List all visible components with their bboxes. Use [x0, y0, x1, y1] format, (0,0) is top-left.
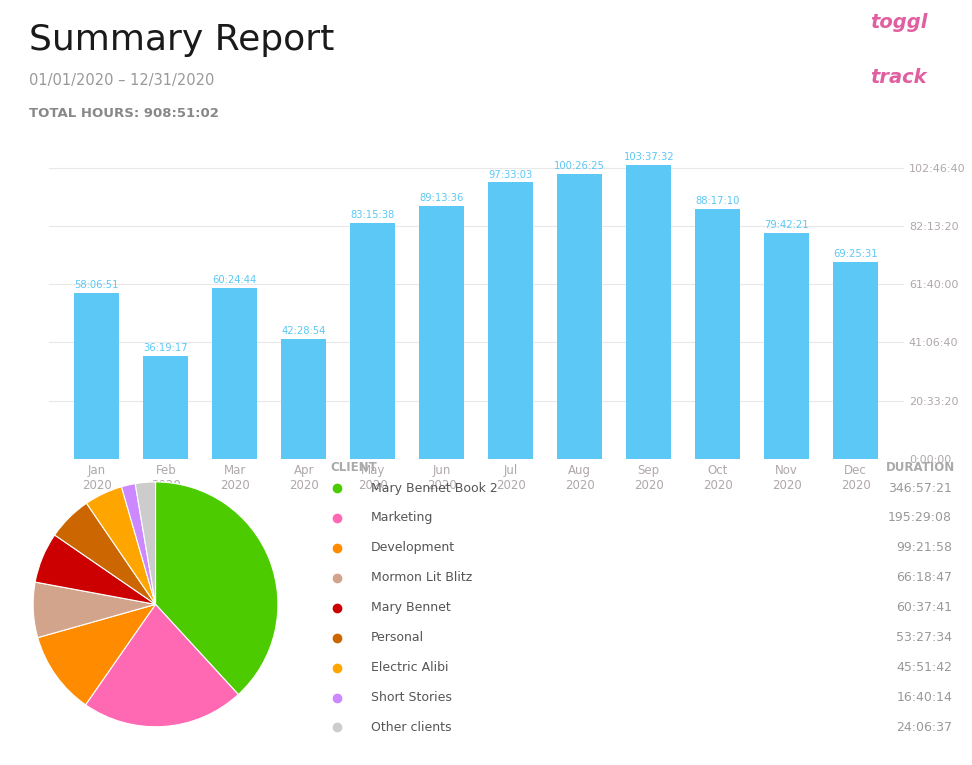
Bar — [144, 356, 189, 459]
Wedge shape — [87, 487, 156, 604]
Text: 83:15:38: 83:15:38 — [351, 210, 395, 220]
Wedge shape — [54, 503, 156, 604]
Bar — [75, 293, 120, 459]
Text: 103:37:32: 103:37:32 — [623, 152, 674, 162]
Text: Mormon Lit Blitz: Mormon Lit Blitz — [370, 571, 471, 584]
Text: TOTAL HOURS: 908:51:02: TOTAL HOURS: 908:51:02 — [29, 106, 219, 119]
Bar — [764, 233, 809, 459]
Text: CLIENT: CLIENT — [330, 461, 377, 474]
Text: Short Stories: Short Stories — [370, 691, 451, 704]
Text: DURATION: DURATION — [886, 461, 955, 474]
Bar — [695, 209, 740, 459]
Wedge shape — [122, 483, 156, 604]
Text: 42:28:54: 42:28:54 — [282, 326, 326, 336]
Text: 01/01/2020 – 12/31/2020: 01/01/2020 – 12/31/2020 — [29, 73, 215, 88]
Bar — [350, 223, 396, 459]
Text: toggl: toggl — [870, 13, 927, 32]
Wedge shape — [35, 535, 156, 604]
Text: 36:19:17: 36:19:17 — [144, 343, 189, 353]
Wedge shape — [33, 582, 156, 638]
Text: 195:29:08: 195:29:08 — [888, 512, 953, 525]
Text: Personal: Personal — [370, 631, 424, 644]
Bar — [626, 165, 671, 459]
Text: 45:51:42: 45:51:42 — [896, 661, 953, 674]
Bar — [833, 262, 878, 459]
Wedge shape — [156, 482, 278, 695]
Text: 58:06:51: 58:06:51 — [75, 281, 120, 291]
Wedge shape — [86, 604, 238, 727]
Text: 16:40:14: 16:40:14 — [896, 691, 953, 704]
Bar — [488, 182, 534, 459]
Text: 69:25:31: 69:25:31 — [833, 249, 878, 259]
Text: 89:13:36: 89:13:36 — [420, 194, 464, 203]
Text: 346:57:21: 346:57:21 — [888, 482, 953, 494]
Text: 79:42:21: 79:42:21 — [764, 220, 809, 230]
Text: 60:24:44: 60:24:44 — [213, 275, 257, 285]
Wedge shape — [135, 482, 156, 604]
Bar — [557, 174, 603, 459]
Text: Electric Alibi: Electric Alibi — [370, 661, 448, 674]
Text: track: track — [870, 67, 926, 86]
Bar — [213, 288, 258, 459]
Text: Mary Bennet: Mary Bennet — [370, 601, 450, 614]
Text: 66:18:47: 66:18:47 — [896, 571, 953, 584]
Text: 88:17:10: 88:17:10 — [696, 196, 740, 206]
Text: 60:37:41: 60:37:41 — [896, 601, 953, 614]
Text: Other clients: Other clients — [370, 721, 451, 734]
Text: Development: Development — [370, 542, 455, 555]
Text: 100:26:25: 100:26:25 — [554, 161, 606, 171]
Text: 53:27:34: 53:27:34 — [896, 631, 953, 644]
Text: 97:33:03: 97:33:03 — [489, 170, 533, 180]
Text: Marketing: Marketing — [370, 512, 433, 525]
Bar — [282, 339, 327, 459]
Text: 24:06:37: 24:06:37 — [896, 721, 953, 734]
Text: Summary Report: Summary Report — [29, 24, 334, 57]
Wedge shape — [38, 604, 156, 705]
Bar — [419, 206, 465, 459]
Text: 99:21:58: 99:21:58 — [896, 542, 953, 555]
Text: Mary Bennet Book 2: Mary Bennet Book 2 — [370, 482, 498, 494]
